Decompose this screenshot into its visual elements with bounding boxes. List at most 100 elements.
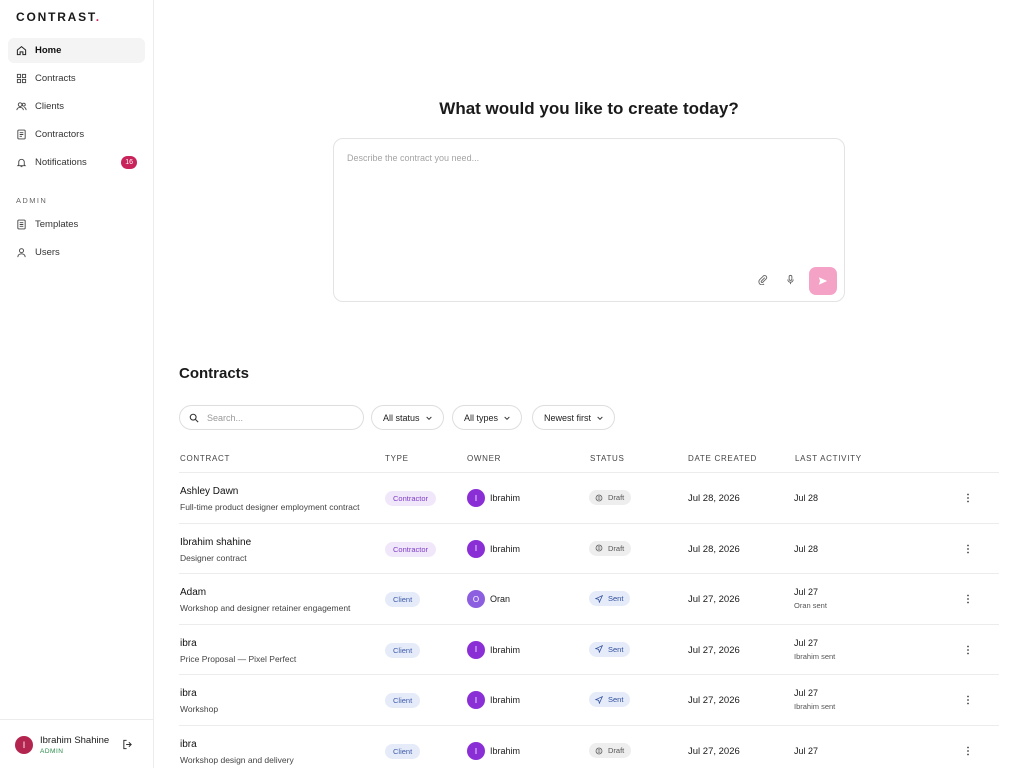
mic-button[interactable] [785, 274, 796, 285]
filter-dropdown[interactable]: All status [371, 405, 444, 430]
attach-button[interactable] [757, 274, 768, 285]
status-icon [595, 494, 603, 501]
owner-name: Ibrahim [490, 644, 521, 655]
row-menu[interactable] [965, 492, 971, 504]
status-pill: Sent [589, 641, 631, 657]
last-activity: Jul 28 [794, 493, 819, 503]
last-activity: Jul 27 [794, 637, 819, 648]
last-activity: Jul 27 [794, 746, 819, 756]
notification-badge: 16 [121, 156, 137, 169]
row-menu[interactable] [965, 694, 971, 706]
nav-templates[interactable]: Templates [8, 212, 145, 237]
nav-clients[interactable]: Clients [8, 94, 145, 119]
prompt-title: What would you like to create today? [439, 99, 739, 118]
date-created: Jul 28, 2026 [688, 493, 740, 504]
logo[interactable]: CONTRAST. [16, 10, 101, 24]
prompt-input[interactable]: Describe the contract you need... [333, 138, 845, 302]
search-icon [189, 413, 199, 423]
owner-avatar: I [467, 539, 485, 558]
logout-button[interactable] [122, 739, 133, 750]
logo-text: CONTRAST [16, 10, 96, 24]
nav-contractors[interactable]: Contractors [8, 122, 145, 147]
owner-avatar: I [467, 691, 485, 710]
icon [16, 73, 27, 84]
status-icon [595, 645, 603, 654]
status-icon [595, 695, 603, 704]
prompt-placeholder: Describe the contract you need... [347, 153, 480, 163]
contract-row[interactable]: Ibrahim shahine Designer contract Contract… [179, 522, 999, 574]
type-pill: Client [385, 693, 421, 709]
icon [16, 45, 27, 56]
contract-name: ibra [180, 637, 197, 649]
nav-notifications[interactable]: Notifications 16 [8, 150, 145, 175]
last-activity: Jul 27 [794, 587, 819, 598]
contract-row[interactable]: ibra Price Proposal — Pixel Perfect Client… [179, 623, 999, 675]
status-label: Draft [608, 746, 625, 755]
row-menu[interactable] [965, 745, 971, 757]
owner-name: Ibrahim [490, 695, 521, 706]
nav-home[interactable]: Home [8, 38, 145, 63]
owner-avatar: I [467, 489, 485, 507]
date-created: Jul 27, 2026 [688, 594, 740, 606]
status-icon [595, 544, 603, 552]
activity-note: Oran sent [794, 601, 827, 611]
type-pill: Client [385, 744, 421, 759]
status-label: Draft [608, 493, 625, 502]
column-header: STATUS [590, 454, 625, 463]
column-header: DATE CREATED [688, 454, 757, 463]
contract-row[interactable]: ibra Workshop Client I Ibrahim Sent Jul 27, 20… [179, 674, 999, 725]
row-menu[interactable] [965, 593, 971, 605]
icon [17, 248, 26, 258]
type-pill: Client [385, 592, 421, 608]
column-header: OWNER [467, 454, 502, 463]
filter-label: All types [464, 412, 499, 423]
section-label: ADMIN [16, 196, 48, 205]
owner-avatar: I [467, 640, 485, 659]
contract-row[interactable]: Ashley Dawn Full-time product designer em… [179, 472, 999, 523]
status-label: Sent [608, 594, 624, 604]
icon [17, 219, 26, 230]
user-avatar: I [15, 736, 33, 754]
nav-label: Users [35, 247, 60, 258]
chevron-icon [504, 416, 510, 420]
nav-label: Contractors [35, 129, 85, 140]
user-box: I Ibrahim Shahine ADMIN [0, 719, 153, 768]
filter-dropdown[interactable]: Newest first [532, 405, 616, 430]
filter-dropdown[interactable]: All types [452, 405, 523, 430]
nav-label: Home [35, 45, 62, 56]
chevron-icon [597, 416, 603, 420]
search-input[interactable]: Search... [179, 405, 364, 430]
type-pill: Contractor [385, 491, 437, 506]
column-header: TYPE [385, 454, 409, 463]
last-activity: Jul 27 [794, 688, 819, 699]
date-created: Jul 27, 2026 [688, 695, 740, 707]
status-label: Sent [608, 644, 624, 654]
send-button[interactable] [809, 267, 837, 295]
status-icon [595, 747, 603, 754]
nav-contracts[interactable]: Contracts [8, 66, 145, 91]
user-name: Ibrahim Shahine [40, 735, 110, 746]
contract-row[interactable]: Adam Workshop and designer retainer engag… [179, 573, 999, 624]
icon [16, 158, 27, 168]
nav-label: Notifications [35, 157, 87, 168]
row-menu[interactable] [965, 644, 971, 656]
nav-users[interactable]: Users [8, 240, 145, 265]
activity-note: Ibrahim sent [794, 651, 836, 661]
nav-label: Templates [35, 219, 79, 230]
status-pill: Draft [589, 490, 632, 505]
row-menu[interactable] [965, 543, 971, 555]
status-pill: Sent [589, 692, 631, 708]
status-pill: Draft [589, 540, 632, 556]
contract-description: Price Proposal — Pixel Perfect [180, 653, 297, 664]
contracts-title: Contracts [179, 365, 250, 382]
contract-row[interactable]: ibra Workshop design and delivery Client I I… [179, 725, 999, 768]
status-icon [595, 594, 603, 603]
last-activity: Jul 28 [794, 543, 819, 554]
filter-label: All status [383, 412, 420, 423]
owner-avatar: O [467, 590, 485, 609]
status-pill: Draft [589, 743, 632, 758]
send-icon [818, 277, 828, 285]
nav-label: Contracts [35, 73, 76, 84]
